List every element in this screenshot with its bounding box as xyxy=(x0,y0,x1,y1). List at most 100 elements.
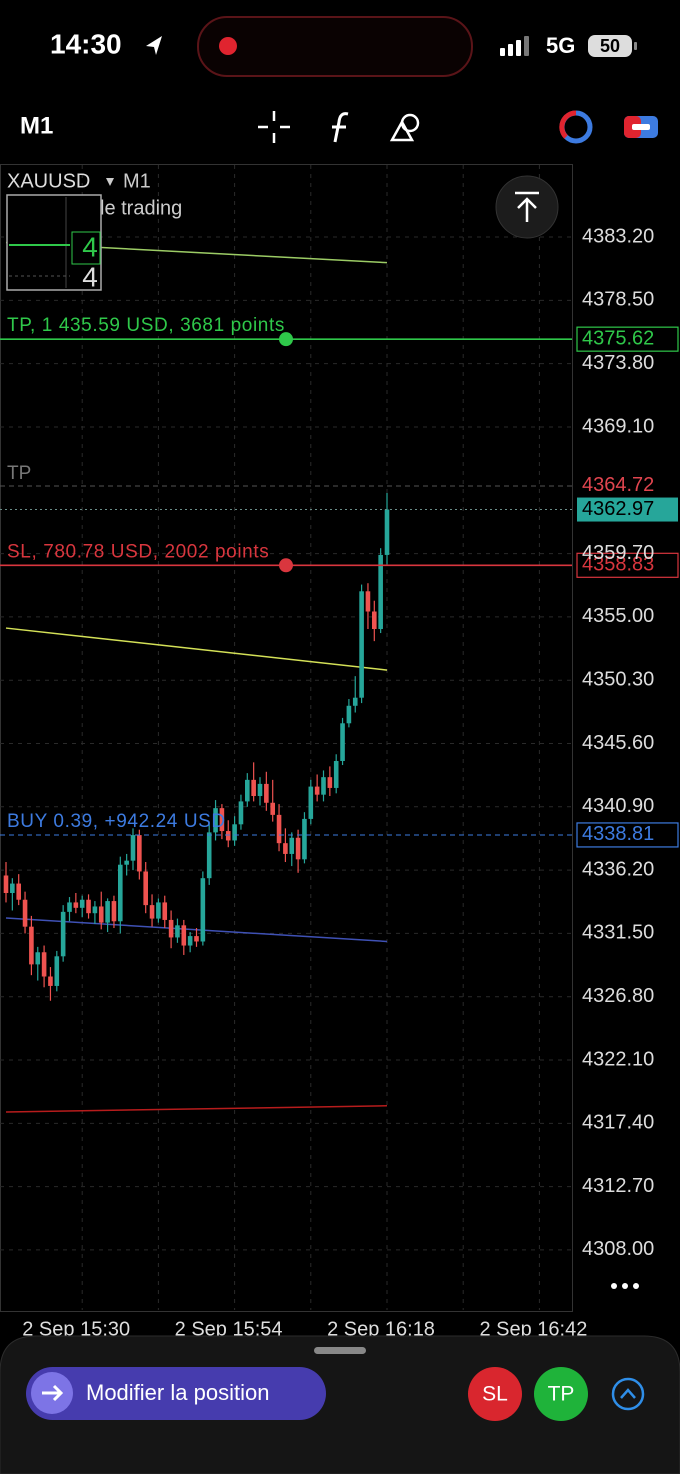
clock: 14:30 xyxy=(50,28,122,59)
candle-body xyxy=(264,783,269,803)
y-tick-label: 4336.20 xyxy=(582,858,654,880)
sl-label: SL xyxy=(482,1383,508,1406)
panel-value: 4 xyxy=(82,261,98,292)
candle-body xyxy=(137,835,142,872)
modify-position-button[interactable] xyxy=(26,1367,326,1420)
candle-body xyxy=(206,832,212,879)
location-icon xyxy=(146,36,162,55)
candle-body xyxy=(359,591,364,698)
x-tick-label: 2 Sep 16:42 xyxy=(479,1318,587,1340)
candle-body xyxy=(270,802,275,815)
y-tick-label: 4359.70 xyxy=(582,542,654,564)
timeframe-button[interactable]: M1 xyxy=(20,112,53,139)
candle-body xyxy=(86,899,91,914)
candle-body xyxy=(60,911,66,957)
candle-body xyxy=(3,875,9,893)
candle-body xyxy=(187,936,193,946)
battery-level: 50 xyxy=(600,36,620,56)
battery xyxy=(588,35,632,57)
y-tick-label: 4308.00 xyxy=(582,1238,654,1260)
objects-button[interactable] xyxy=(389,113,420,142)
level-label: SL, 780.78 USD, 2002 points xyxy=(7,541,269,562)
candle-body xyxy=(238,801,244,825)
dynamic-island xyxy=(197,16,473,77)
y-tick-label: 4369.10 xyxy=(582,415,654,437)
candle-body xyxy=(384,509,390,555)
candle-body xyxy=(54,956,60,986)
level-handle[interactable] xyxy=(279,558,293,573)
panel-box xyxy=(71,231,101,265)
candle-body xyxy=(333,761,339,788)
level-handle[interactable] xyxy=(279,332,293,347)
x-tick-label: 2 Sep 16:18 xyxy=(327,1318,435,1340)
y-tick-label: 4317.40 xyxy=(582,1112,654,1134)
y-tick-label: 4340.90 xyxy=(582,795,654,817)
x-tick-label: 2 Sep 15:30 xyxy=(22,1318,130,1340)
candle-body xyxy=(111,901,117,922)
chart-frame xyxy=(0,164,573,1312)
candle-body xyxy=(308,786,314,819)
y-tick-label: 4373.80 xyxy=(582,352,654,374)
candle-body xyxy=(302,818,307,860)
crosshair-button[interactable] xyxy=(258,111,290,143)
candle-body xyxy=(321,777,326,795)
candle-body xyxy=(314,786,320,795)
candle-body xyxy=(35,952,41,965)
y-tick-label: 4345.60 xyxy=(582,732,654,754)
candle-body xyxy=(10,883,15,893)
account-button[interactable] xyxy=(559,110,593,144)
sheet-handle[interactable] xyxy=(314,1347,366,1354)
candle-body xyxy=(162,902,168,920)
price-line-label: TP xyxy=(7,463,31,484)
candle-body xyxy=(276,814,282,844)
candle-body xyxy=(365,591,371,612)
candle-body xyxy=(92,906,98,914)
battery-tip xyxy=(634,42,637,50)
candle-body xyxy=(181,925,187,946)
level-label: TP, 1 435.59 USD, 3681 points xyxy=(7,315,285,336)
y-tick-label: 4312.70 xyxy=(582,1175,654,1197)
price-value: 4375.62 xyxy=(582,327,654,349)
button-label: Modifier la position xyxy=(86,1380,269,1405)
candle-body xyxy=(98,906,104,923)
expand-icon xyxy=(620,1388,636,1399)
y-tick-label: 4322.10 xyxy=(582,1048,654,1070)
symbol-dropdown[interactable] xyxy=(106,178,114,186)
signal-icon xyxy=(500,36,529,56)
candle-body xyxy=(257,783,263,797)
candle-body xyxy=(378,554,383,630)
candle-body xyxy=(67,902,72,912)
candle-body xyxy=(283,843,288,854)
candle-body xyxy=(213,808,218,833)
chart-timeframe: M1 xyxy=(123,170,151,192)
indicators-button[interactable] xyxy=(332,112,349,143)
grid xyxy=(0,165,572,1310)
candle-body xyxy=(327,777,333,788)
one-click-trading-label: le trading xyxy=(100,197,182,219)
moving-average xyxy=(5,627,388,671)
candle-body xyxy=(200,878,206,942)
candle-body xyxy=(346,705,352,724)
candle-body xyxy=(156,902,161,919)
price-value: 4338.81 xyxy=(582,823,654,845)
price-value: 4362.97 xyxy=(582,498,654,520)
recording-dot xyxy=(219,37,237,55)
price-box xyxy=(576,822,679,848)
x-tick-label: 2 Sep 15:54 xyxy=(175,1318,283,1340)
sl-button[interactable] xyxy=(468,1367,522,1421)
candle-body xyxy=(232,824,237,841)
candle-body xyxy=(352,697,358,706)
more-button[interactable] xyxy=(611,1283,639,1289)
candle-body xyxy=(175,925,180,938)
tp-button[interactable] xyxy=(534,1367,588,1421)
chart-overlay: XAUUSD M1 le trading 4 4 xyxy=(6,170,639,1289)
panel-value: 4 xyxy=(82,231,98,262)
expand-button[interactable] xyxy=(611,1377,645,1411)
y-tick-label: 4383.20 xyxy=(582,225,654,247)
price-box xyxy=(576,552,679,578)
trade-button[interactable] xyxy=(624,116,658,138)
candle-body xyxy=(143,871,148,906)
y-tick-label: 4355.00 xyxy=(582,605,654,627)
candle-body xyxy=(73,902,79,908)
